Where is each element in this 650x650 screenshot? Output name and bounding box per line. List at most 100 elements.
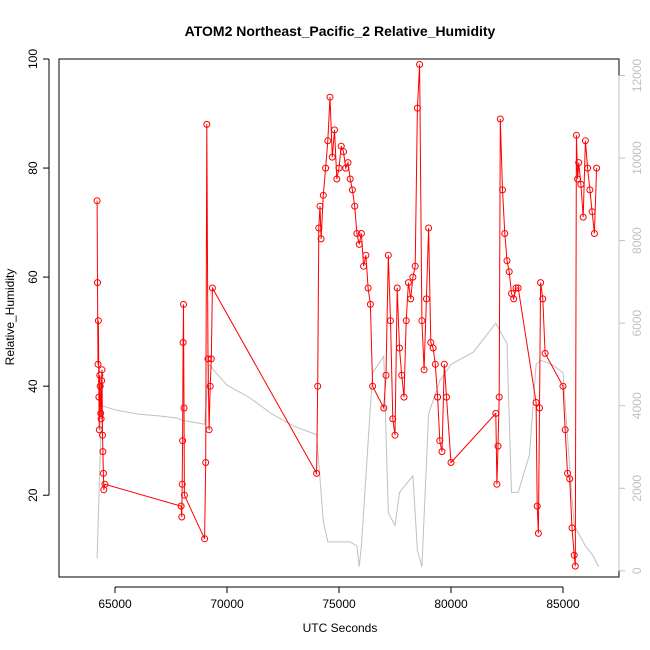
data-point [380,404,388,412]
data-point [346,175,354,183]
data-point [434,393,442,401]
data-point [344,159,352,167]
data-point [443,393,450,401]
secondary-series-layer [96,322,600,567]
y2-tick-label: 2000 [630,475,644,502]
x-tick-label: 70000 [210,597,244,611]
y2-tick-label: 6000 [630,309,644,336]
data-point [541,349,549,357]
data-point [512,284,520,292]
data-point [420,366,428,374]
y-tick-label: 20 [26,488,40,502]
data-point [179,339,187,346]
data-point [351,202,359,210]
data-point [340,148,347,156]
data-point [360,262,368,270]
data-point [537,279,545,287]
data-point [539,295,547,303]
data-point [579,213,587,221]
data-point [413,104,421,112]
data-point [178,513,186,521]
data-point [208,284,216,292]
y-tick-label: 80 [26,161,40,175]
x-tick-label: 80000 [434,597,468,611]
y2-tick-label: 12000 [630,59,644,93]
y2-tick-label: 4000 [630,392,644,419]
data-point [393,284,401,292]
secondary-series-line [96,322,600,567]
data-point [570,551,578,559]
data-point [588,208,596,216]
data-point [328,153,336,161]
data-point [353,230,361,237]
data-point [335,164,343,172]
data-point [99,469,107,477]
data-point [534,529,542,537]
data-point [396,344,403,352]
y-axis: 20 40 60 80 100 [26,49,50,502]
x-tick-label: 65000 [98,597,132,611]
plot-frame [58,58,620,578]
data-point [366,300,374,308]
y2-tick-label: 10000 [630,141,644,175]
data-point [503,257,511,265]
data-point [409,273,417,281]
data-point [429,344,437,352]
data-point [411,262,419,270]
data-point [505,268,513,276]
x-tick-label: 75000 [322,597,356,611]
data-point [593,164,601,172]
data-point [402,317,410,325]
data-point [391,431,399,439]
secondary-y-axis: 0 2000 4000 6000 8000 10000 12000 [618,59,644,574]
data-point [207,355,215,363]
data-point [97,415,105,423]
data-point [101,480,109,488]
data-point [384,251,392,259]
data-point [333,175,341,183]
y-tick-label: 40 [26,379,40,393]
data-point [568,524,576,532]
data-point [559,382,567,390]
data-point [561,426,569,434]
data-point [180,404,188,412]
data-point [590,230,598,237]
data-point [178,480,186,488]
x-tick-label: 85000 [546,597,580,611]
data-point [572,131,580,139]
data-point [364,284,372,292]
data-point [574,175,582,183]
data-point [492,409,500,417]
data-point [324,137,332,145]
y-axis-label: Relative_Humidity [3,269,17,366]
data-point [201,535,209,543]
data-point [331,126,338,134]
data-point [447,459,455,466]
y2-tick-label: 8000 [630,227,644,254]
data-point [314,382,322,390]
data-point [436,437,444,445]
data-point [180,300,187,308]
data-point [495,393,503,401]
data-point [203,120,211,128]
data-point [416,61,424,68]
data-point [315,224,323,232]
data-point [510,295,518,303]
data-point [501,230,509,237]
data-point [387,317,394,325]
x-axis: 65000 70000 75000 80000 85000 [98,586,580,611]
data-point [493,480,501,488]
data-point [532,399,540,406]
chart-title: ATOM2 Northeast_Pacific_2 Relative_Humid… [185,23,496,39]
data-point [575,159,583,167]
data-point [316,202,324,210]
data-point [95,393,103,401]
data-point [98,377,106,385]
data-point [99,448,107,456]
data-point [98,366,106,374]
data-point [440,360,448,368]
data-point [514,284,522,292]
data-point [313,469,321,477]
data-point [389,415,397,423]
